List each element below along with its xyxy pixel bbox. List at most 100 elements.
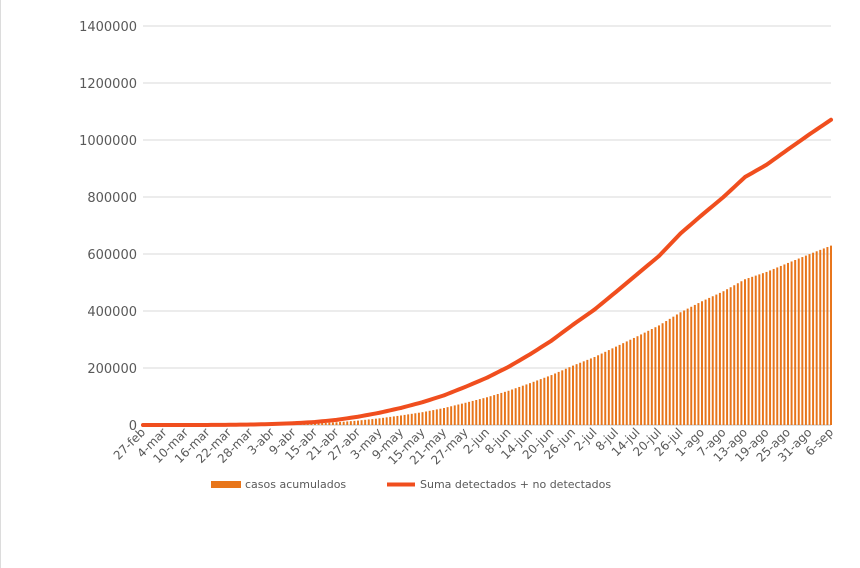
bar <box>453 405 456 425</box>
bar <box>661 323 664 425</box>
bar <box>629 339 632 425</box>
bar <box>417 412 420 425</box>
bar <box>826 247 829 425</box>
bar <box>769 270 772 425</box>
bar <box>683 310 686 425</box>
bar <box>589 358 592 425</box>
bar <box>371 419 374 425</box>
bar <box>808 254 811 425</box>
bar <box>611 348 614 425</box>
legend: casos acumulados Suma detectados + no de… <box>211 478 611 491</box>
bar <box>328 422 331 425</box>
bar <box>754 275 757 425</box>
legend-label-line: Suma detectados + no detectados <box>420 478 611 491</box>
bar <box>400 415 402 425</box>
bar <box>500 392 503 425</box>
bar <box>715 294 718 425</box>
bar <box>550 375 553 425</box>
line-series-suma <box>141 117 833 427</box>
bar <box>546 376 549 425</box>
bar <box>582 361 585 425</box>
bar <box>761 273 764 425</box>
y-axis-ticks: 0 200000 400000 600000 800000 1000000 1200000 1… <box>79 20 137 434</box>
bar <box>403 414 406 425</box>
line-point <box>141 423 145 427</box>
bar <box>726 289 729 425</box>
bar <box>597 355 600 425</box>
bar <box>632 337 635 425</box>
bar <box>539 379 542 425</box>
bar <box>819 249 822 425</box>
bar <box>349 421 352 425</box>
bar <box>496 394 499 425</box>
bar <box>675 314 678 425</box>
line-point <box>313 420 317 424</box>
bar <box>729 287 732 425</box>
bar <box>536 380 539 425</box>
line-point <box>764 162 769 167</box>
bar <box>690 306 693 425</box>
bar <box>625 341 628 425</box>
bar <box>568 367 571 425</box>
bar <box>367 419 370 425</box>
bar <box>697 303 700 425</box>
bar <box>314 423 316 425</box>
bar <box>783 264 786 425</box>
line-point <box>657 254 661 258</box>
bar <box>357 420 359 425</box>
bar <box>679 312 682 425</box>
bar <box>572 365 574 425</box>
bar <box>740 281 743 425</box>
line-point <box>205 423 210 427</box>
y-tick-label: 600000 <box>87 248 137 263</box>
bar <box>324 422 327 425</box>
bar <box>482 398 485 425</box>
bar <box>374 418 377 425</box>
bar <box>744 279 746 425</box>
line-point <box>291 421 296 426</box>
bar <box>378 418 381 425</box>
line-point <box>592 307 597 312</box>
bar <box>758 274 761 425</box>
bar <box>801 257 804 425</box>
line-point <box>184 423 188 427</box>
bar <box>787 262 789 425</box>
legend-label-bars: casos acumulados <box>245 478 346 491</box>
x-axis-ticks: 27-feb4-mar10-mar16-mar22-mar28-mar3-abr… <box>111 425 836 467</box>
bar <box>647 330 650 425</box>
bar <box>622 343 625 425</box>
bar <box>317 423 320 425</box>
line-point <box>549 338 554 343</box>
bar <box>342 421 345 425</box>
grid-lines <box>143 25 831 426</box>
y-tick-label: 400000 <box>87 305 137 320</box>
bar <box>704 299 707 425</box>
y-tick-label: 200000 <box>87 362 137 377</box>
bar <box>718 292 721 425</box>
bar <box>640 334 643 425</box>
bar <box>331 422 334 425</box>
bar <box>385 417 388 425</box>
line-point <box>506 365 511 369</box>
bar <box>346 421 349 425</box>
line-point <box>807 132 812 137</box>
bar <box>822 248 825 425</box>
bar <box>360 420 363 425</box>
bar <box>503 391 506 425</box>
bar <box>604 351 607 425</box>
bar <box>439 408 442 425</box>
bar <box>450 406 453 425</box>
bar <box>407 414 410 425</box>
bar <box>736 283 739 425</box>
bar <box>389 416 392 425</box>
bar <box>521 385 524 425</box>
bar <box>507 390 510 425</box>
bar <box>428 410 431 425</box>
bar <box>392 416 395 425</box>
bar <box>575 364 578 425</box>
bar <box>776 267 779 425</box>
bar <box>421 412 424 425</box>
line-point <box>334 418 339 422</box>
